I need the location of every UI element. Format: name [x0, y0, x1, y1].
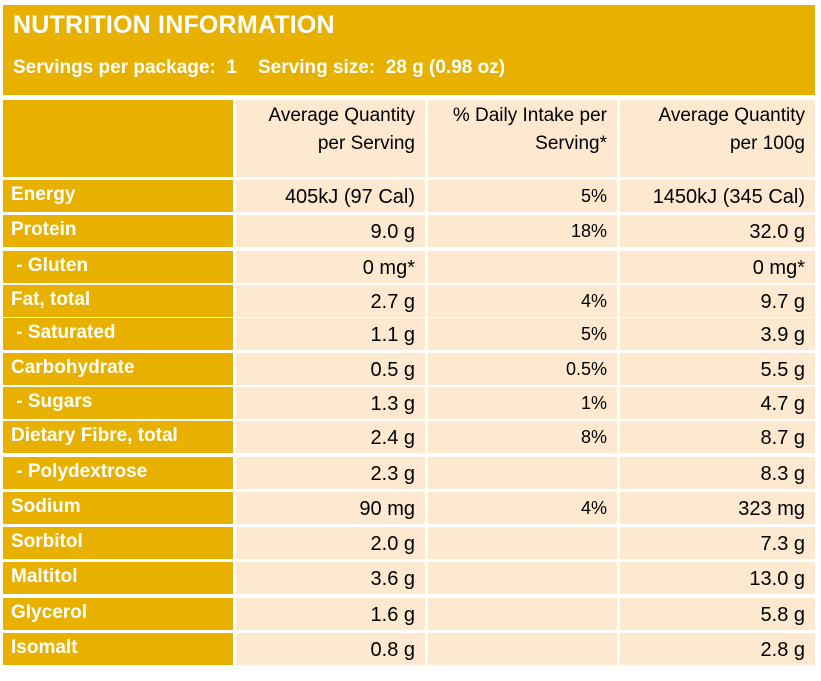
column-header-per-100g-line2: per 100g — [729, 133, 805, 154]
nutrient-name: Protein — [3, 215, 233, 247]
nutrient-name: - Gluten — [3, 251, 233, 283]
table-row: Dietary Fibre, total 2.4 g 8% 8.7 g — [3, 421, 815, 453]
daily-intake-value — [428, 457, 617, 489]
table-row: Maltitol 3.6 g 13.0 g — [3, 562, 815, 594]
daily-intake-value — [428, 562, 617, 594]
daily-intake-value: 5% — [428, 180, 617, 212]
per-100g-value: 13.0 g — [620, 562, 815, 594]
table-row: Glycerol 1.6 g 5.8 g — [3, 598, 815, 630]
nutrient-name: - Saturated — [3, 318, 233, 350]
nutrient-name: Energy — [3, 180, 233, 212]
nutrient-name: Maltitol — [3, 562, 233, 594]
per-100g-value: 3.9 g — [620, 318, 815, 350]
daily-intake-value: 4% — [428, 285, 617, 317]
per-serving-value: 2.3 g — [236, 457, 425, 489]
nutrient-name: Carbohydrate — [3, 353, 233, 385]
nutrient-name: - Sugars — [3, 387, 233, 419]
table-row: Sodium 90 mg 4% 323 mg — [3, 492, 815, 524]
column-header-per-100g-line1: Average Quantity — [658, 105, 805, 126]
per-100g-value: 323 mg — [620, 492, 815, 524]
per-100g-value: 0 mg* — [620, 251, 815, 283]
per-serving-value: 405kJ (97 Cal) — [236, 180, 425, 212]
table-row: Energy 405kJ (97 Cal) 5% 1450kJ (345 Cal) — [3, 180, 815, 212]
nutrient-name: Dietary Fibre, total — [3, 421, 233, 453]
per-100g-value: 9.7 g — [620, 285, 815, 317]
table-row: - Gluten 0 mg* 0 mg* — [3, 251, 815, 283]
per-100g-value: 5.5 g — [620, 353, 815, 385]
daily-intake-value: 0.5% — [428, 353, 617, 385]
column-header-daily-intake-line1: % Daily Intake per — [452, 105, 607, 126]
per-100g-value: 8.3 g — [620, 457, 815, 489]
per-serving-value: 2.4 g — [236, 421, 425, 453]
table-row: Fat, total 2.7 g 4% 9.7 g — [3, 285, 815, 317]
table-row: Protein 9.0 g 18% 32.0 g — [3, 215, 815, 247]
nutrient-name: - Polydextrose — [3, 457, 233, 489]
per-serving-value: 0 mg* — [236, 251, 425, 283]
per-serving-value: 9.0 g — [236, 215, 425, 247]
column-header-per-serving-line1: Average Quantity — [268, 105, 415, 126]
nutrient-name: Glycerol — [3, 598, 233, 630]
table-row: - Saturated 1.1 g 5% 3.9 g — [3, 318, 815, 350]
daily-intake-value — [428, 633, 617, 665]
per-serving-value: 3.6 g — [236, 562, 425, 594]
column-header-per-100g: Average Quantity per 100g — [620, 100, 815, 177]
column-header-row: Average Quantity per Serving % Daily Int… — [3, 100, 815, 177]
daily-intake-value — [428, 251, 617, 283]
per-serving-value: 1.6 g — [236, 598, 425, 630]
per-100g-value: 2.8 g — [620, 633, 815, 665]
daily-intake-value: 18% — [428, 215, 617, 247]
nutrient-name: Fat, total — [3, 285, 233, 317]
table-row: Carbohydrate 0.5 g 0.5% 5.5 g — [3, 353, 815, 385]
column-header-per-serving: Average Quantity per Serving — [236, 100, 425, 177]
nutrition-header: NUTRITION INFORMATION Servings per packa… — [3, 5, 815, 95]
nutrient-name: Sorbitol — [3, 527, 233, 559]
per-serving-value: 2.7 g — [236, 285, 425, 317]
per-serving-value: 1.3 g — [236, 387, 425, 419]
daily-intake-value: 4% — [428, 492, 617, 524]
per-serving-value: 2.0 g — [236, 527, 425, 559]
per-100g-value: 5.8 g — [620, 598, 815, 630]
per-100g-value: 4.7 g — [620, 387, 815, 419]
table-row: Sorbitol 2.0 g 7.3 g — [3, 527, 815, 559]
servings-line: Servings per package: 1 Serving size: 28… — [13, 57, 506, 78]
daily-intake-value: 5% — [428, 318, 617, 350]
per-serving-value: 1.1 g — [236, 318, 425, 350]
table-row: Isomalt 0.8 g 2.8 g — [3, 633, 815, 665]
nutrient-name: Sodium — [3, 492, 233, 524]
column-header-blank — [3, 100, 233, 177]
per-100g-value: 7.3 g — [620, 527, 815, 559]
daily-intake-value: 8% — [428, 421, 617, 453]
table-row: - Polydextrose 2.3 g 8.3 g — [3, 457, 815, 489]
nutrient-name: Isomalt — [3, 633, 233, 665]
table-row: - Sugars 1.3 g 1% 4.7 g — [3, 387, 815, 419]
column-header-per-serving-line2: per Serving — [317, 133, 415, 154]
per-serving-value: 90 mg — [236, 492, 425, 524]
nutrition-title: NUTRITION INFORMATION — [13, 11, 335, 39]
column-header-daily-intake-line2: Serving* — [535, 133, 607, 154]
per-100g-value: 8.7 g — [620, 421, 815, 453]
daily-intake-value — [428, 598, 617, 630]
daily-intake-value — [428, 527, 617, 559]
column-header-daily-intake: % Daily Intake per Serving* — [428, 100, 617, 177]
per-serving-value: 0.5 g — [236, 353, 425, 385]
per-serving-value: 0.8 g — [236, 633, 425, 665]
per-100g-value: 32.0 g — [620, 215, 815, 247]
per-100g-value: 1450kJ (345 Cal) — [620, 180, 815, 212]
daily-intake-value: 1% — [428, 387, 617, 419]
